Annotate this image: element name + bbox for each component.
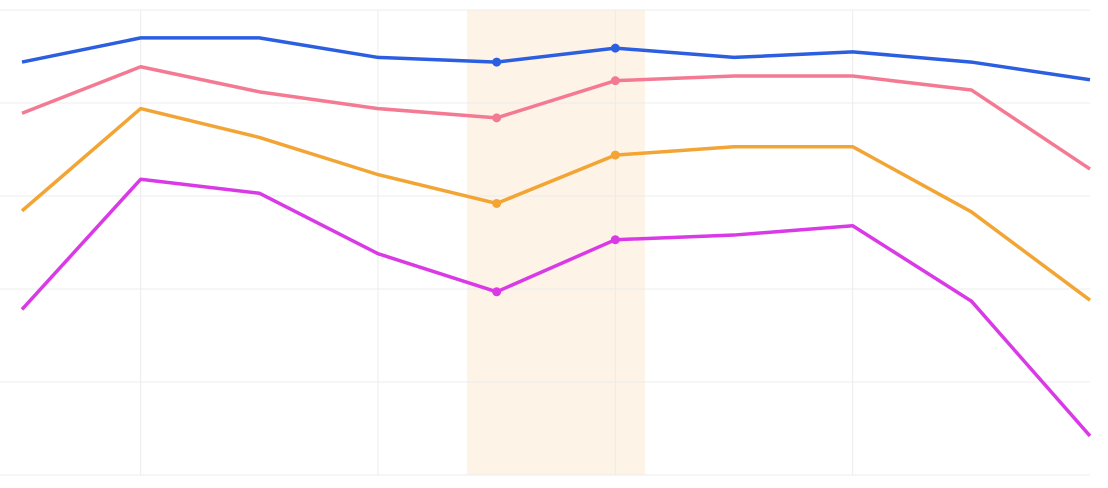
point-marker bbox=[610, 76, 620, 86]
point-marker bbox=[492, 57, 502, 67]
series-line bbox=[21, 36, 1091, 82]
point-marker bbox=[492, 198, 502, 208]
point-marker bbox=[492, 287, 502, 297]
series-line bbox=[20, 106, 1092, 302]
point-marker bbox=[492, 113, 502, 123]
series-line bbox=[20, 177, 1092, 438]
point-marker bbox=[610, 235, 620, 245]
point-marker bbox=[610, 150, 620, 160]
point-marker bbox=[610, 43, 620, 53]
series-line bbox=[21, 64, 1091, 171]
